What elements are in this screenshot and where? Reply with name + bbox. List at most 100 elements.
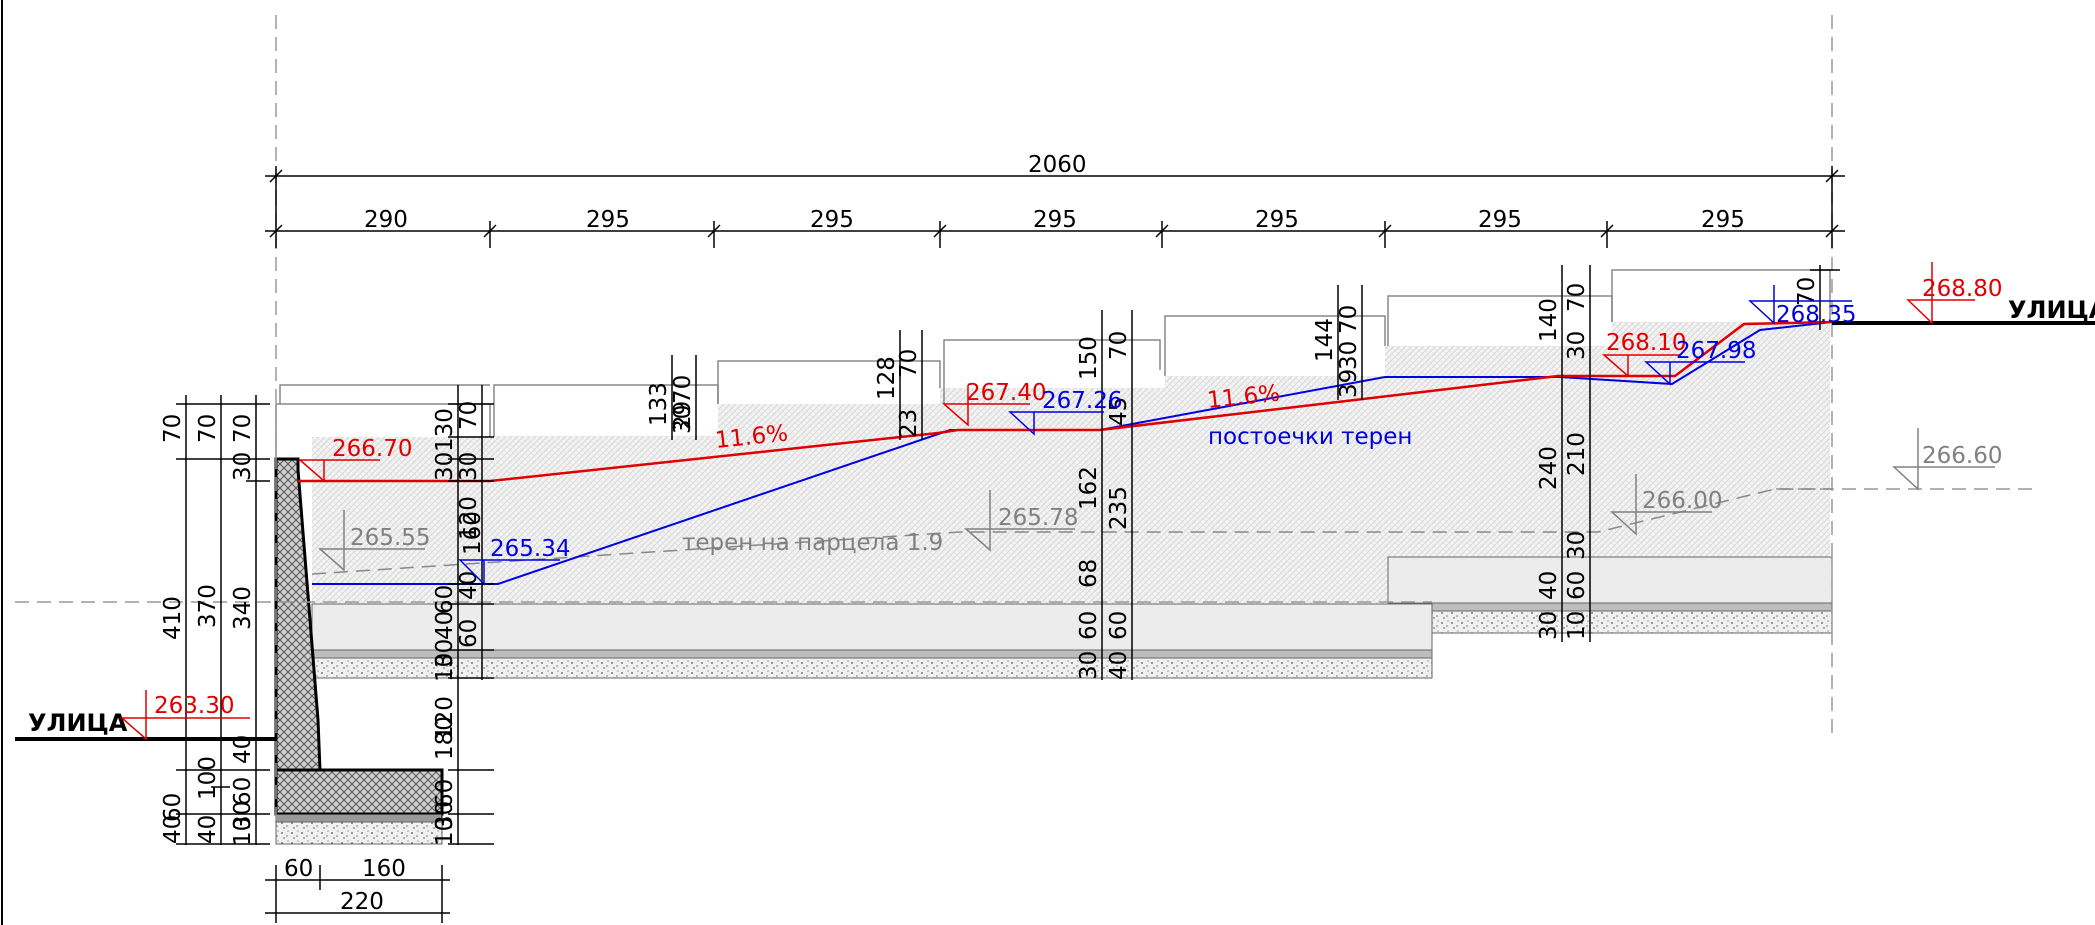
existing-terrain-line [312,321,1833,585]
svg-text:23: 23 [896,409,922,438]
svg-text:70: 70 [670,375,696,404]
dim-toe: 60 [284,856,313,882]
wall-dimension-lines [448,385,494,845]
svg-text:40: 40 [432,611,458,640]
level-terrace-2: 267.40 [966,380,1046,406]
svg-text:144: 144 [1312,318,1338,362]
svg-text:70: 70 [1336,305,1362,334]
svg-text:39: 39 [1336,369,1362,398]
dim-seg-7: 295 [1701,207,1745,233]
street-label-left: УЛИЦА [28,709,128,737]
level-blue-4: 268.35 [1776,302,1856,328]
svg-text:120: 120 [456,496,482,540]
svg-text:70: 70 [160,414,186,443]
svg-text:60: 60 [1564,571,1590,600]
svg-text:60: 60 [230,777,256,806]
dim-seg-3: 295 [810,207,854,233]
mid-dimension-lines [671,265,1591,680]
svg-text:30: 30 [1336,341,1362,370]
axis-lines [15,15,2035,830]
dim-seg-5: 295 [1255,207,1299,233]
svg-text:40: 40 [195,815,221,844]
svg-text:10: 10 [432,817,458,846]
right-dimension-lines [1810,265,1840,330]
level-street-right: 268.80 [1922,276,2002,302]
level-grey-4: 266.60 [1922,443,2002,469]
svg-text:180: 180 [432,716,458,760]
svg-text:410: 410 [160,596,186,640]
svg-text:70: 70 [456,401,482,430]
wall-dims-text: 130 70 30 30 120 160 40 40 60 60 30 10 1… [432,401,486,846]
svg-text:133: 133 [646,382,672,426]
left-dims-text: 70 410 60 40 70 370 100 40 70 30 340 40 … [160,414,256,846]
slab-lower [311,603,1433,679]
mid-dims-text: 133 70 29 30 128 70 23 150 70 45 162 235… [646,283,1590,680]
svg-text:60: 60 [160,793,186,822]
svg-text:10: 10 [230,817,256,846]
svg-text:70: 70 [1106,331,1132,360]
dim-seg-6: 295 [1478,207,1522,233]
svg-text:40: 40 [160,815,186,844]
level-wall-top: 266.70 [332,436,412,462]
svg-text:370: 370 [195,584,221,628]
svg-text:60: 60 [432,779,458,808]
svg-text:162: 162 [1076,466,1102,510]
finished-grade-line [298,320,1833,483]
svg-text:30: 30 [1076,651,1102,680]
svg-text:30: 30 [1564,531,1590,560]
dim-seg-4: 295 [1033,207,1077,233]
svg-text:60: 60 [456,619,482,648]
svg-text:40: 40 [1106,651,1132,680]
svg-text:40: 40 [1536,571,1562,600]
svg-text:160: 160 [460,511,486,555]
level-blue-3: 267.98 [1676,338,1756,364]
svg-text:60: 60 [1076,611,1102,640]
svg-text:140: 140 [1536,298,1562,342]
level-blue-1: 265.34 [490,536,570,562]
svg-text:240: 240 [1536,446,1562,490]
railings [275,269,1831,459]
svg-text:10: 10 [432,653,458,682]
svg-text:45: 45 [1106,397,1132,426]
level-terrace-3: 268.10 [1606,330,1686,356]
level-markers [120,262,1995,741]
dim-seg-1: 290 [364,207,408,233]
svg-text:60: 60 [432,585,458,614]
top-dimension-chain [265,166,1845,248]
svg-text:210: 210 [1564,432,1590,476]
svg-text:70: 70 [195,414,221,443]
svg-text:30: 30 [230,452,256,481]
svg-text:150: 150 [1076,336,1102,380]
svg-text:128: 128 [874,356,900,400]
svg-text:70: 70 [230,414,256,443]
svg-text:10: 10 [1564,611,1590,640]
level-street-left: 263.30 [154,693,234,719]
slab-upper [1387,556,1833,634]
level-grey-3: 266.00 [1642,488,1722,514]
dim-heel: 160 [362,856,406,882]
level-blue-2: 267.26 [1042,388,1122,414]
svg-text:130: 130 [432,408,458,452]
svg-text:235: 235 [1106,486,1132,530]
street-label-right: УЛИЦА [2008,296,2095,324]
level-grey-2: 265.78 [998,505,1078,531]
plot-terrain-line [311,488,1832,575]
dim-seg-2: 295 [586,207,630,233]
svg-text:40: 40 [230,735,256,764]
svg-text:340: 340 [230,586,256,630]
plot-terrain-note: терен на парцела 1.9 [682,530,943,556]
svg-text:70: 70 [1564,283,1590,312]
level-grey-1: 265.55 [350,525,430,551]
svg-text:30: 30 [456,452,482,481]
dim-overall: 2060 [1028,152,1087,178]
svg-text:30: 30 [1564,331,1590,360]
svg-text:120: 120 [432,696,458,740]
svg-text:30: 30 [432,801,458,830]
svg-text:30: 30 [432,639,458,668]
svg-text:29: 29 [670,401,696,430]
existing-terrain-note: постоечки терен [1208,424,1412,450]
svg-text:30: 30 [432,452,458,481]
svg-text:100: 100 [195,756,221,800]
svg-text:40: 40 [456,571,482,600]
